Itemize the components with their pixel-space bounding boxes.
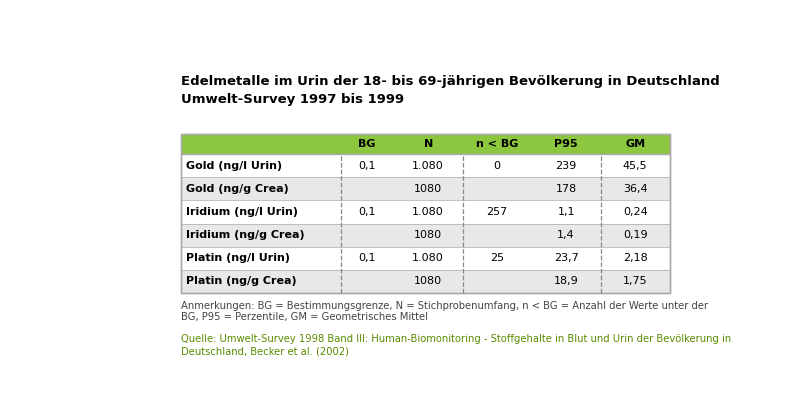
Bar bbox=[462, 154, 532, 177]
Bar bbox=[462, 134, 532, 154]
Text: 0,19: 0,19 bbox=[623, 230, 647, 240]
Bar bbox=[601, 270, 670, 293]
Text: 178: 178 bbox=[555, 184, 577, 194]
Text: 1080: 1080 bbox=[414, 276, 442, 286]
Text: Iridium (ng/l Urin): Iridium (ng/l Urin) bbox=[186, 207, 298, 217]
Bar bbox=[341, 224, 394, 247]
Bar bbox=[182, 200, 341, 224]
Text: 45,5: 45,5 bbox=[623, 161, 647, 171]
Bar bbox=[532, 224, 601, 247]
Bar bbox=[341, 200, 394, 224]
Text: Anmerkungen: BG = Bestimmungsgrenze, N = Stichprobenumfang, n < BG = Anzahl der : Anmerkungen: BG = Bestimmungsgrenze, N =… bbox=[182, 300, 709, 322]
Bar bbox=[394, 177, 462, 200]
Bar bbox=[182, 247, 670, 270]
Text: 0: 0 bbox=[494, 161, 501, 171]
Bar bbox=[182, 134, 341, 154]
Text: 257: 257 bbox=[486, 207, 508, 217]
Bar bbox=[394, 247, 462, 270]
Bar bbox=[532, 270, 601, 293]
Text: 0,1: 0,1 bbox=[358, 253, 376, 263]
Bar bbox=[394, 270, 462, 293]
Text: 1080: 1080 bbox=[414, 184, 442, 194]
Bar bbox=[182, 200, 670, 224]
Text: Platin (ng/g Crea): Platin (ng/g Crea) bbox=[186, 276, 297, 286]
Text: GM: GM bbox=[625, 139, 645, 149]
Text: 1,1: 1,1 bbox=[558, 207, 575, 217]
Bar bbox=[341, 177, 394, 200]
Text: 2,18: 2,18 bbox=[622, 253, 647, 263]
Text: N: N bbox=[423, 139, 433, 149]
Bar bbox=[341, 247, 394, 270]
Bar bbox=[182, 177, 670, 200]
Text: 1.080: 1.080 bbox=[412, 253, 444, 263]
Text: 1080: 1080 bbox=[414, 230, 442, 240]
Bar bbox=[532, 134, 601, 154]
Bar bbox=[462, 177, 532, 200]
Bar bbox=[601, 177, 670, 200]
Bar bbox=[462, 224, 532, 247]
Text: Gold (ng/g Crea): Gold (ng/g Crea) bbox=[186, 184, 289, 194]
Bar bbox=[394, 224, 462, 247]
Text: 1,4: 1,4 bbox=[558, 230, 575, 240]
Bar bbox=[182, 270, 341, 293]
Bar bbox=[182, 154, 670, 177]
Text: Umwelt-Survey 1997 bis 1999: Umwelt-Survey 1997 bis 1999 bbox=[182, 93, 405, 106]
Bar bbox=[394, 154, 462, 177]
Text: 0,1: 0,1 bbox=[358, 207, 376, 217]
Bar bbox=[182, 224, 341, 247]
Text: BG: BG bbox=[358, 139, 376, 149]
Text: 18,9: 18,9 bbox=[554, 276, 578, 286]
Bar bbox=[341, 154, 394, 177]
Text: 0,24: 0,24 bbox=[622, 207, 647, 217]
Bar bbox=[394, 134, 462, 154]
Bar bbox=[462, 200, 532, 224]
Bar bbox=[532, 177, 601, 200]
Bar bbox=[532, 247, 601, 270]
Text: 1,75: 1,75 bbox=[623, 276, 647, 286]
Bar bbox=[182, 134, 670, 154]
Text: P95: P95 bbox=[554, 139, 578, 149]
Text: n < BG: n < BG bbox=[476, 139, 518, 149]
Text: 36,4: 36,4 bbox=[623, 184, 647, 194]
Bar bbox=[182, 270, 670, 293]
Text: 23,7: 23,7 bbox=[554, 253, 578, 263]
Text: 0,1: 0,1 bbox=[358, 161, 376, 171]
Text: 25: 25 bbox=[490, 253, 504, 263]
Bar bbox=[182, 224, 670, 247]
Bar bbox=[462, 247, 532, 270]
Bar bbox=[462, 270, 532, 293]
Text: Iridium (ng/g Crea): Iridium (ng/g Crea) bbox=[186, 230, 305, 240]
Bar bbox=[532, 200, 601, 224]
Bar bbox=[182, 154, 341, 177]
Bar bbox=[601, 247, 670, 270]
Bar bbox=[601, 200, 670, 224]
Bar bbox=[601, 134, 670, 154]
Bar bbox=[182, 177, 341, 200]
Bar bbox=[601, 154, 670, 177]
Bar bbox=[182, 247, 341, 270]
Bar bbox=[341, 134, 394, 154]
Text: 239: 239 bbox=[555, 161, 577, 171]
Bar bbox=[394, 200, 462, 224]
Bar bbox=[532, 154, 601, 177]
Text: Quelle: Umwelt-Survey 1998 Band III: Human-Biomonitoring - Stoffgehalte in Blut : Quelle: Umwelt-Survey 1998 Band III: Hum… bbox=[182, 334, 732, 356]
Text: Edelmetalle im Urin der 18- bis 69-jährigen Bevölkerung in Deutschland: Edelmetalle im Urin der 18- bis 69-jähri… bbox=[182, 75, 720, 88]
Text: 1.080: 1.080 bbox=[412, 161, 444, 171]
Bar bbox=[341, 270, 394, 293]
Text: Gold (ng/l Urin): Gold (ng/l Urin) bbox=[186, 161, 282, 171]
Bar bbox=[601, 224, 670, 247]
Text: 1.080: 1.080 bbox=[412, 207, 444, 217]
Text: Platin (ng/l Urin): Platin (ng/l Urin) bbox=[186, 253, 290, 263]
